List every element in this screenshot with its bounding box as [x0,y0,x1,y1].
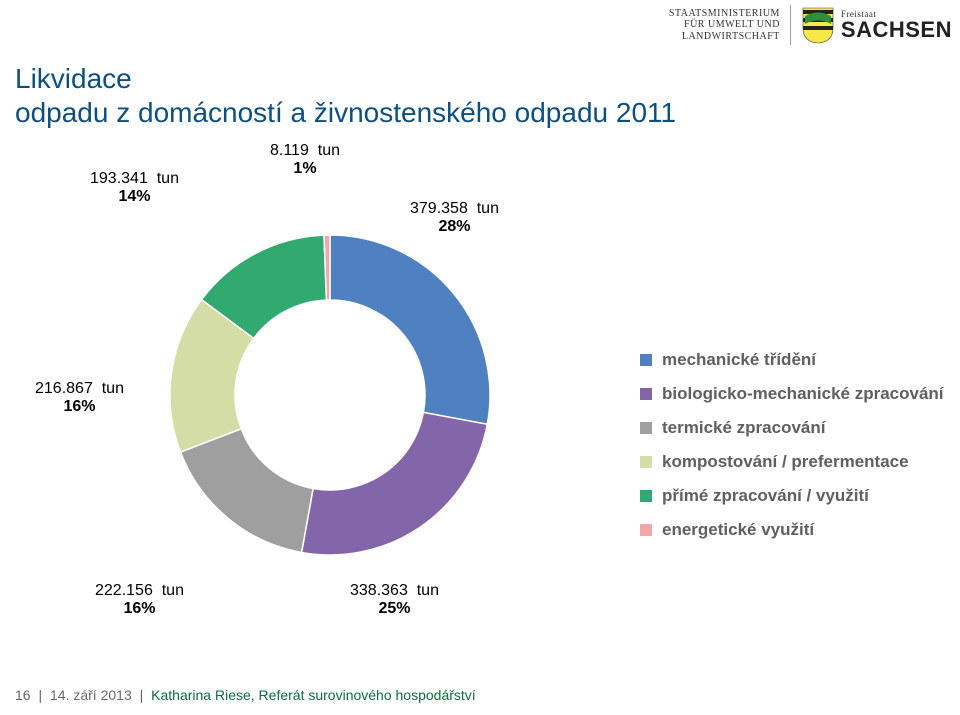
legend-item: mechanické třídění [640,350,944,370]
donut-slice [181,429,314,553]
header: STAATSMINISTERIUM FÜR UMWELT UND LANDWIR… [669,0,960,50]
header-divider [790,5,791,45]
ministry-line: LANDWIRTSCHAFT [669,31,780,43]
footer: 16 | 14. září 2013 | Katharina Riese, Re… [15,687,476,703]
sachsen-wordmark: Freistaat SACHSEN [841,10,952,41]
footer-sep: | [38,687,42,703]
slice-label: 193.341 tun14% [90,170,179,207]
legend-item: biologicko-mechanické zpracování [640,384,944,404]
slice-label: 338.363 tun25% [350,582,439,619]
legend-swatch [640,422,652,434]
legend-item: kompostování / prefermentace [640,452,944,472]
legend-label: energetické využití [662,520,814,540]
footer-date: 14. září 2013 [50,687,132,703]
donut-slice [302,412,488,555]
sachsen-coat-icon [801,6,835,44]
slice-label: 222.156 tun16% [95,582,184,619]
legend-swatch [640,388,652,400]
legend-label: termické zpracování [662,418,825,438]
legend-swatch [640,524,652,536]
sachsen-label: SACHSEN [841,19,952,41]
legend-label: kompostování / prefermentace [662,452,909,472]
ministry-name: STAATSMINISTERIUM FÜR UMWELT UND LANDWIR… [669,8,780,43]
donut-slice [330,235,490,424]
donut-chart: 379.358 tun28% 338.363 tun25% 222.156 tun1… [40,150,600,630]
slice-label: 379.358 tun28% [410,200,499,237]
legend-swatch [640,490,652,502]
legend: mechanické třídění biologicko-mechanické … [640,350,944,554]
slice-label: 8.119 tun1% [270,142,340,179]
title-line: odpadu z domácností a živnostenského odp… [15,96,676,130]
page-title: Likvidace odpadu z domácností a živnoste… [15,62,676,129]
legend-label: biologicko-mechanické zpracování [662,384,944,404]
legend-swatch [640,354,652,366]
ministry-line: STAATSMINISTERIUM [669,8,780,20]
ministry-line: FÜR UMWELT UND [669,19,780,31]
footer-page: 16 [15,687,31,703]
legend-item: přímé zpracování / využití [640,486,944,506]
footer-author: Katharina Riese, Referát surovinového ho… [151,687,476,703]
legend-label: přímé zpracování / využití [662,486,869,506]
donut-svg [40,150,600,630]
title-line: Likvidace [15,62,676,96]
legend-item: termické zpracování [640,418,944,438]
footer-sep: | [140,687,144,703]
legend-swatch [640,456,652,468]
slice-label: 216.867 tun16% [35,380,124,417]
legend-label: mechanické třídění [662,350,816,370]
legend-item: energetické využití [640,520,944,540]
